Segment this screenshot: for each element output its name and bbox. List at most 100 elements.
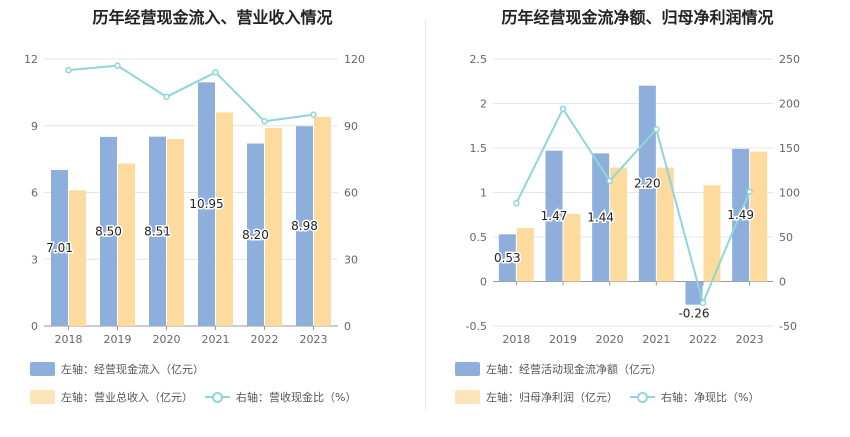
data-label: -0.26 — [678, 307, 709, 321]
legend-item[interactable]: 左轴：经营现金流入（亿元） — [30, 361, 204, 377]
x-tick-label: 2023 — [300, 333, 328, 346]
data-label: 1.47 — [541, 209, 568, 223]
y-tick-label-right: 0 — [344, 320, 351, 333]
legend-swatch — [30, 390, 55, 404]
data-label: 8.51 — [144, 224, 171, 238]
y-tick-label-left: 1 — [480, 187, 487, 200]
data-label: 7.01 — [46, 241, 73, 255]
bar-primary — [100, 136, 117, 326]
legend-line-swatch — [630, 390, 655, 404]
legend-item[interactable]: 左轴：营业总收入（亿元） — [30, 389, 193, 405]
legend-label: 左轴：营业总收入（亿元） — [61, 391, 193, 404]
x-tick-label: 2022 — [251, 333, 279, 346]
y-tick-label-right: 50 — [779, 231, 793, 244]
y-tick-label-left: 6 — [31, 187, 38, 200]
bar-secondary — [314, 116, 331, 326]
bar-primary — [198, 82, 215, 326]
bar-primary — [247, 143, 264, 326]
data-label: 8.20 — [242, 228, 269, 242]
ratio-line — [515, 106, 751, 306]
y-tick-label-right: 250 — [779, 53, 800, 66]
x-tick-label: 2020 — [153, 333, 181, 346]
y-tick-label-left: 0.5 — [470, 231, 488, 244]
y-tick-label-right: 30 — [344, 253, 358, 266]
bar-secondary — [118, 163, 135, 326]
ratio-point — [114, 62, 121, 69]
panel-divider — [425, 20, 426, 410]
y-tick-label-right: 120 — [344, 53, 365, 66]
y-tick-label-left: 0 — [480, 276, 487, 289]
legend-label: 右轴：营收现金比（%） — [236, 391, 357, 404]
ratio-point — [65, 66, 72, 74]
ratio-point — [513, 199, 520, 207]
y-tick-label-left: 2 — [480, 98, 487, 111]
chart-panel-net-cash: 历年经营现金流净额、归母净利润情况 -0.5 0 0.5 1 1.5 2 2.5 -50 0 50… — [425, 0, 850, 437]
bar-primary — [149, 136, 166, 326]
legend-item[interactable]: 左轴：经营活动现金流净额（亿元） — [455, 361, 662, 377]
bar-secondary — [703, 185, 721, 282]
y-tick-label-left: -0.5 — [466, 320, 487, 333]
data-label: 8.50 — [95, 224, 122, 238]
legend-swatch — [455, 362, 480, 376]
y-tick-label-left: 2.5 — [470, 53, 488, 66]
y-tick-label-left: 12 — [24, 53, 38, 66]
x-tick-label: 2019 — [104, 333, 132, 346]
bar-secondary — [516, 228, 534, 282]
x-tick-label: 2021 — [642, 333, 670, 346]
legend-item[interactable]: 左轴：归母净利润（亿元） — [455, 389, 618, 405]
legend: 左轴：经营现金流入（亿元） 左轴：营业总收入（亿元） 右轴：营收现金比（%） — [30, 355, 420, 411]
y-tick-label-right: 0 — [779, 276, 786, 289]
x-tick-label: 2018 — [55, 333, 83, 346]
legend-item[interactable]: 右轴：营收现金比（%） — [205, 389, 356, 405]
y-tick-label-right: 200 — [779, 98, 800, 111]
legend-line-swatch — [205, 390, 230, 404]
legend-label: 左轴：经营现金流入（亿元） — [61, 363, 204, 376]
ratio-point — [699, 299, 707, 307]
ratio-point — [606, 177, 613, 185]
ratio-point — [559, 105, 567, 113]
ratio-point — [653, 126, 660, 133]
legend-label: 左轴：归母净利润（亿元） — [486, 391, 618, 404]
x-tick-label: 2020 — [596, 333, 624, 346]
ratio-point — [261, 118, 268, 125]
bar-secondary — [656, 167, 674, 282]
x-tick-label: 2023 — [736, 333, 764, 346]
data-label: 8.98 — [291, 219, 318, 233]
data-label: 1.49 — [727, 208, 754, 222]
x-tick-label: 2022 — [689, 333, 717, 346]
bar-primary — [545, 150, 563, 282]
y-tick-label-right: 150 — [779, 142, 800, 155]
y-tick-label-left: 0 — [31, 320, 38, 333]
y-tick-label-left: 9 — [31, 120, 38, 133]
y-tick-label-left: 3 — [31, 253, 38, 266]
legend-label: 左轴：经营活动现金流净额（亿元） — [486, 363, 662, 376]
chart-title: 历年经营现金流入、营业收入情况 — [92, 8, 333, 27]
legend-swatch — [455, 390, 480, 404]
data-label: 2.20 — [634, 177, 661, 191]
legend-swatch — [30, 362, 55, 376]
bar-secondary — [167, 139, 184, 326]
bar-secondary — [750, 151, 768, 282]
y-tick-label-right: 90 — [344, 120, 358, 133]
data-label: 0.53 — [494, 251, 521, 265]
legend-item[interactable]: 右轴：净现比（%） — [630, 389, 759, 405]
bar-primary — [592, 153, 610, 282]
y-tick-label-right: 60 — [344, 187, 358, 200]
bar-secondary — [563, 213, 581, 282]
bar-primary — [51, 170, 68, 326]
legend: 左轴：经营活动现金流净额（亿元） 左轴：归母净利润（亿元） 右轴：净现比（%） — [455, 355, 845, 411]
x-tick-label: 2019 — [549, 333, 577, 346]
chart-title: 历年经营现金流净额、归母净利润情况 — [501, 8, 774, 27]
bar-primary — [498, 234, 516, 282]
ratio-point — [310, 111, 317, 118]
ratio-point — [212, 69, 219, 76]
data-label: 1.44 — [587, 210, 614, 224]
chart-panel-cash-inflow: 历年经营现金流入、营业收入情况 0 3 6 9 12 0 30 60 90 120 2018 2019… — [24, 8, 420, 411]
ratio-point — [163, 93, 170, 101]
ratio-line — [68, 64, 314, 123]
bar-secondary — [216, 112, 233, 327]
chart-plot: -0.5 0 0.5 1 1.5 2 2.5 -50 0 50 100 150 200 250 2018 20… — [466, 53, 800, 346]
legend-label: 右轴：净现比（%） — [661, 391, 760, 404]
bar-secondary — [69, 190, 86, 326]
